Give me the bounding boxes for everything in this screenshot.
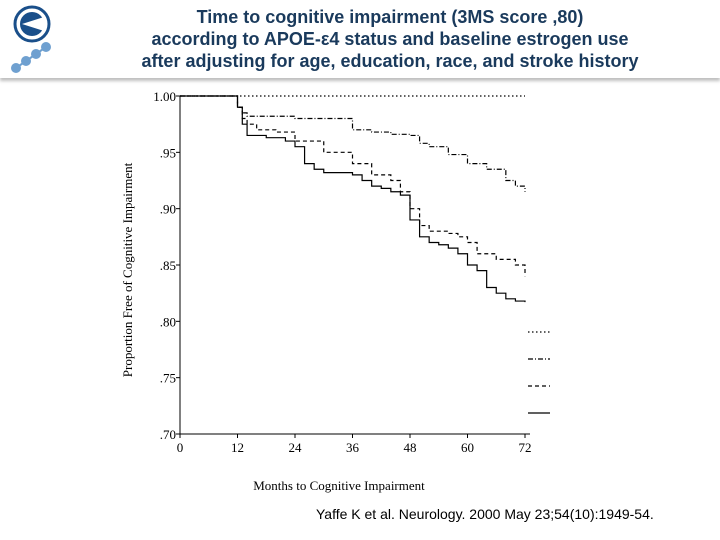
organization-logo-icon [11,5,51,73]
x-ticks: 0 12 24 36 48 60 72 [177,434,532,455]
series-line-2 [180,95,526,192]
slide-title-line-3: after adjusting for age, education, race… [141,51,639,71]
x-tick-label: 60 [461,440,474,455]
x-axis-label: Months to Cognitive Impairment [253,478,425,493]
x-tick-label: 48 [404,440,417,455]
series-layer [180,95,526,303]
slide-title-line-1: Time to cognitive impairment (3MS score … [196,7,584,27]
y-tick-label: .70 [160,427,176,442]
y-axis-label: Proportion Free of Cognitive Impairment [120,162,135,377]
y-tick-label: .85 [160,258,176,273]
series-line-3 [180,95,526,277]
chart-container: 1.00 .95 .90 .85 .80 .75 .70 0 12 24 36 48 60 72 e4–… [110,82,646,502]
slide-title: Time to cognitive impairment (3MS score … [80,6,700,72]
y-tick-label: .90 [160,202,176,217]
y-tick-label: 1.00 [153,89,176,104]
y-tick-label: .95 [160,145,176,160]
y-tick-label: .80 [160,314,176,329]
series-line-4 [180,95,526,303]
y-tick-label: .75 [160,371,176,386]
x-tick-label: 0 [177,440,184,455]
x-tick-label: 24 [289,440,303,455]
citation-text: Yaffe K et al. Neurology. 2000 May 23;54… [316,506,654,522]
chart-legend: e4–, Uses ERTe4+, Uses ERTNo e4, Uses ER… [528,331,646,433]
title-bar: Time to cognitive impairment (3MS score … [0,0,720,78]
x-tick-label: 12 [231,440,244,455]
slide-title-line-2: according to APOE-ε4 status and baseline… [151,29,629,49]
y-ticks: 1.00 .95 .90 .85 .80 .75 .70 [153,89,180,442]
x-tick-label: 72 [519,440,532,455]
x-tick-label: 36 [346,440,360,455]
kaplan-meier-chart: 1.00 .95 .90 .85 .80 .75 .70 0 12 24 36 48 60 72 e4–… [120,89,646,493]
